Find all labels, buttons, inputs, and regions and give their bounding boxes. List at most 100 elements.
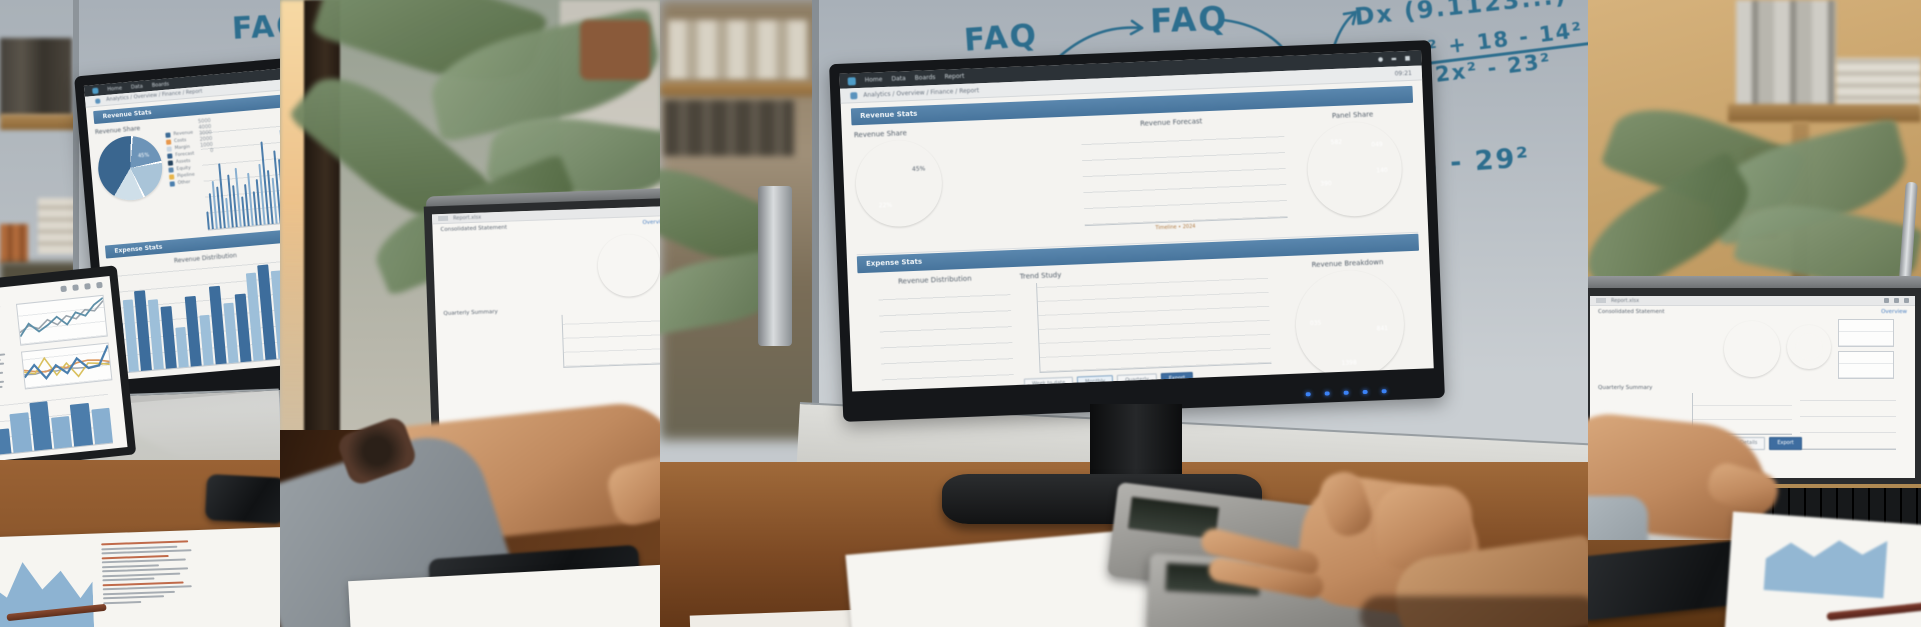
shelf-board xyxy=(1728,104,1921,122)
sparkline xyxy=(17,295,107,345)
sparkline xyxy=(1839,352,1893,378)
report-paper xyxy=(0,526,280,627)
orange-book-spines xyxy=(0,224,28,264)
chart-title: Revenue Forecast xyxy=(1139,117,1203,128)
paper-bar-chart xyxy=(358,575,580,627)
app-icon xyxy=(92,87,99,94)
doc-line-chart xyxy=(561,311,660,368)
sparkline-card xyxy=(1838,351,1894,379)
doc-tab: Report.xlsx xyxy=(1611,297,1640,304)
menu-item: Home xyxy=(107,85,123,93)
range-button: Quarterly xyxy=(1116,373,1158,388)
screen-icon xyxy=(1904,298,1909,303)
collage-panel-1: FAQ Home Data Boards Analytics / Overvie… xyxy=(0,0,280,627)
main-monitor-screen: Home Data Boards Report ● ▬ ■ Analytics … xyxy=(839,50,1434,392)
area-chart xyxy=(1764,520,1889,598)
doc-link: Overview xyxy=(1881,309,1907,315)
line-chart-trend xyxy=(1036,273,1272,374)
axis-caption: Timeline • 2024 xyxy=(1155,223,1196,232)
chart-title: Panel Share xyxy=(1331,110,1374,121)
books-row xyxy=(0,38,72,116)
doc-tab: Report.xlsx xyxy=(452,214,482,222)
pie-chart-share: 45% 22% xyxy=(854,139,943,228)
page-icon xyxy=(850,91,858,99)
doc-heading: Consolidated Statement xyxy=(1598,309,1665,315)
page-icon xyxy=(95,97,101,104)
small-laptop xyxy=(0,264,163,571)
legend-item: Other xyxy=(169,179,198,187)
numbers-column xyxy=(567,232,591,299)
shelf-board xyxy=(0,114,78,130)
whiteboard-edge xyxy=(73,0,79,430)
chart-legend: Revenue Costs Margin Forecast Assets Equity Pi… xyxy=(165,131,198,197)
text-lines xyxy=(0,305,14,350)
collage-panel-3: FAQ FAQ Dx (9.1123...) xx² + 18 - 14² 2x… xyxy=(660,0,1588,627)
text-lines xyxy=(444,315,556,372)
text-lines xyxy=(858,561,918,566)
main-monitor: Home Data Boards Report ● ▬ ■ Analytics … xyxy=(829,40,1445,422)
text-lines xyxy=(0,352,19,393)
doc-subhead: Quarterly Summary xyxy=(1598,385,1653,391)
sparkline xyxy=(22,343,112,389)
legend-item: Margin xyxy=(166,144,195,152)
screen-icon xyxy=(1894,298,1899,303)
sparkline xyxy=(1839,320,1893,346)
y-axis-labels xyxy=(1020,283,1036,373)
white-book-stack xyxy=(38,198,78,254)
collage-panel-4: Report.xlsx Consolidated Statement Overv… xyxy=(1588,0,1921,627)
doc-bar-chart xyxy=(1800,393,1896,450)
doc-toolbar: Report.xlsx xyxy=(1590,296,1915,306)
h-bar-chart xyxy=(201,537,271,539)
small-laptop-screen xyxy=(0,275,128,463)
binders-row xyxy=(1736,0,1836,108)
legend-item: Pipeline xyxy=(168,172,197,180)
arm-shadow xyxy=(1360,596,1588,627)
y-axis-labels xyxy=(860,290,878,392)
text-lines xyxy=(101,540,198,604)
range-button: Week to date xyxy=(1023,376,1074,392)
text-lines xyxy=(1598,319,1690,379)
legend-item: Equity xyxy=(168,165,196,173)
chart-legend xyxy=(948,139,951,225)
whiteboard-stand-bar xyxy=(758,186,792,346)
doc-export-button: Export xyxy=(1769,437,1802,450)
pie-chart-panel: 582 049 140 390 xyxy=(1306,120,1404,218)
chart-title: Revenue Distribution xyxy=(897,274,972,286)
doc-pie-chart xyxy=(1724,321,1780,377)
numbers-column xyxy=(1697,319,1717,379)
screen-icon xyxy=(96,281,103,289)
collage-panel-2: Report.xlsx Consolidated Statement Overv… xyxy=(280,0,660,627)
chart-paper xyxy=(1723,511,1921,627)
faq-text-1: FAQ xyxy=(962,17,1040,59)
bar-chart-expense xyxy=(878,284,1015,392)
sparkline-card xyxy=(1838,319,1894,347)
whiteboard-edge xyxy=(812,0,819,470)
plant-pot-hint xyxy=(580,20,650,80)
menu-item: Home xyxy=(864,76,883,84)
menu-item: Boards xyxy=(914,73,936,82)
screen-icon xyxy=(84,283,91,290)
screen-icon xyxy=(60,285,67,293)
doc-heading: Consolidated Statement xyxy=(440,224,508,234)
chart-title: Revenue Breakdown xyxy=(1311,258,1384,270)
shelf-board xyxy=(660,82,820,96)
y-axis-labels xyxy=(1059,133,1081,227)
export-button: Export xyxy=(1160,371,1194,387)
mini-bar-chart xyxy=(0,386,114,457)
window-controls-icon: ● ▬ ■ xyxy=(1377,54,1414,64)
app-icon xyxy=(847,76,856,85)
range-button: Monthly xyxy=(1076,375,1114,390)
flat-tablet xyxy=(204,473,280,525)
bar-chart-forecast xyxy=(1081,125,1288,227)
text-lines xyxy=(441,233,561,303)
books-row xyxy=(668,20,808,80)
menu-item: Data xyxy=(130,83,144,91)
sparkline-card xyxy=(20,342,113,390)
doc-donut-chart xyxy=(1787,325,1831,369)
menu-item: Data xyxy=(891,75,906,83)
white-book-stack xyxy=(1836,58,1921,108)
screen-icon xyxy=(72,284,79,291)
pie-chart-breakdown: 035 841 1398 xyxy=(1294,268,1406,380)
breadcrumb: Analytics / Overview / Finance / Report xyxy=(863,86,980,99)
